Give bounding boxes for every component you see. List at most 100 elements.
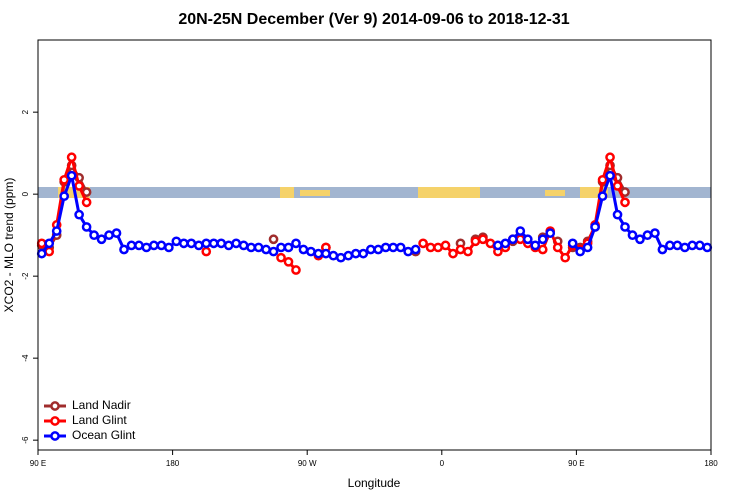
point [657, 244, 668, 255]
point [193, 240, 204, 251]
point [605, 170, 615, 181]
point [418, 238, 428, 249]
point [665, 240, 675, 251]
point [119, 244, 129, 255]
point [306, 246, 316, 257]
point [59, 174, 70, 185]
point [291, 265, 301, 275]
point [36, 248, 47, 259]
point [530, 240, 541, 251]
point [537, 244, 548, 255]
point [478, 234, 488, 245]
y-axis-label: XCO2 - MLO trend (ppm) [2, 178, 16, 313]
point [650, 228, 660, 238]
point [44, 238, 55, 249]
point [51, 226, 62, 236]
point [679, 242, 690, 253]
point [291, 238, 301, 249]
point [96, 234, 107, 245]
point [156, 240, 167, 251]
y-tick-label: -6 [21, 436, 30, 444]
point [365, 244, 376, 255]
point [171, 236, 182, 247]
point [627, 230, 638, 241]
point [388, 242, 399, 253]
point [463, 246, 473, 257]
point [642, 230, 653, 241]
x-tick-label: 0 [440, 459, 445, 468]
point [455, 244, 466, 255]
point [336, 252, 346, 263]
point [500, 238, 511, 249]
point [395, 242, 406, 253]
point [485, 238, 496, 249]
x-tick-label: 180 [704, 459, 718, 468]
point [440, 240, 451, 251]
y-tick-label: -2 [21, 272, 30, 280]
point [687, 240, 698, 251]
point [246, 242, 256, 253]
legend-label: Land Glint [72, 413, 127, 427]
point [507, 234, 518, 245]
point [694, 240, 705, 251]
point [582, 242, 593, 253]
point [567, 238, 578, 249]
point [470, 236, 481, 247]
point [268, 234, 279, 245]
legend-marker [50, 416, 60, 426]
y-tick-label: 2 [21, 109, 30, 114]
x-tick-label: 180 [166, 459, 180, 468]
point [597, 191, 608, 202]
point [186, 238, 197, 249]
point [313, 248, 324, 259]
x-tick-label: 90 E [30, 459, 46, 468]
point [515, 226, 526, 236]
point [635, 234, 645, 245]
point [66, 170, 77, 181]
point [620, 197, 630, 208]
point [672, 240, 683, 251]
point [81, 222, 92, 232]
chart-title: 20N-25N December (Ver 9) 2014-09-06 to 2… [178, 11, 569, 28]
point [350, 248, 361, 259]
point [612, 181, 623, 191]
point [201, 246, 212, 257]
point [261, 244, 271, 255]
point [328, 250, 339, 261]
point [425, 242, 436, 253]
point [268, 246, 279, 257]
point [343, 250, 354, 261]
point [515, 234, 526, 245]
point [545, 228, 556, 238]
y-tick-label: 0 [21, 191, 30, 196]
point [164, 242, 174, 253]
point [178, 238, 189, 249]
point [36, 238, 47, 249]
point [59, 191, 70, 202]
point [597, 174, 608, 185]
point [283, 256, 294, 267]
point [253, 242, 264, 253]
point [74, 181, 84, 191]
point [298, 244, 309, 255]
point [522, 234, 533, 245]
x-axis-label: Longitude [348, 476, 401, 490]
point [403, 246, 413, 257]
legend-label: Land Nadir [72, 398, 131, 412]
legend-marker [50, 401, 60, 411]
point [231, 238, 242, 249]
map-strip [38, 187, 711, 198]
point [74, 209, 84, 220]
point [276, 252, 286, 263]
point [380, 242, 391, 253]
point [89, 230, 99, 241]
point [620, 222, 630, 232]
point [126, 240, 137, 251]
point [238, 240, 249, 251]
x-tick-label: 90 E [568, 459, 584, 468]
point [141, 242, 152, 253]
point [208, 238, 219, 249]
point [358, 248, 369, 259]
x-tick-label: 90 W [298, 459, 317, 468]
